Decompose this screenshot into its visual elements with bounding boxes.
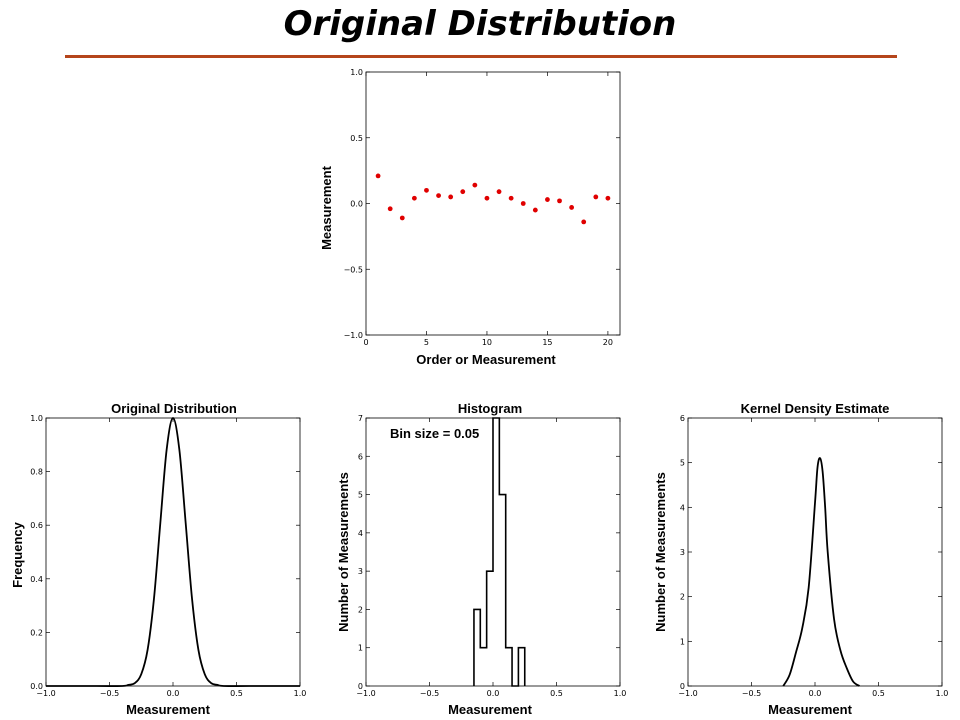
- bin-size-annotation: Bin size = 0.05: [390, 426, 479, 441]
- y-axis-label: Measurement: [319, 165, 334, 249]
- chart-title: Histogram: [458, 401, 522, 416]
- y-tick-label: 7: [358, 414, 363, 423]
- chart-scatter: 0 5 10 15 20 −1.0 −0.5 0.0 0.5 1.0 Order or Measur…: [319, 68, 621, 367]
- scatter-point: [581, 219, 587, 225]
- y-tick-label: 0.0: [30, 682, 43, 691]
- title-divider: [65, 55, 897, 58]
- scatter-point: [424, 187, 429, 193]
- y-tick-label: 4: [358, 529, 363, 538]
- y-tick-label: 5: [358, 491, 363, 500]
- scatter-point: [496, 189, 502, 195]
- x-tick-label: 0.0: [167, 689, 180, 698]
- plot-frame: [45, 417, 301, 687]
- x-tick-label: 1.0: [936, 689, 949, 698]
- x-tick-label: −0.5: [100, 689, 119, 698]
- scatter-point: [436, 193, 441, 199]
- scatter-point: [569, 205, 575, 210]
- y-tick-label: 5: [680, 459, 685, 468]
- plot-frame: [687, 417, 943, 687]
- x-tick-label: −0.5: [420, 689, 439, 698]
- histogram-bin: [518, 648, 524, 686]
- x-tick-label: −1.0: [36, 689, 55, 698]
- x-tick-label: 5: [424, 338, 429, 347]
- scatter-point: [593, 194, 599, 200]
- x-tick-label: −1.0: [678, 689, 697, 698]
- scatter-point: [411, 195, 417, 201]
- y-tick-label: 2: [680, 593, 685, 602]
- y-tick-label: 0.6: [30, 521, 43, 530]
- scatter-point: [472, 182, 478, 188]
- y-tick-label: 1.0: [350, 68, 363, 77]
- y-tick-label: 1.0: [30, 414, 43, 423]
- x-tick-label: 0.0: [487, 689, 500, 698]
- x-tick-label: −0.5: [742, 689, 761, 698]
- x-tick-label: 0.0: [809, 689, 822, 698]
- x-tick-label: 10: [482, 338, 492, 347]
- y-tick-label: 2: [358, 605, 363, 614]
- y-axis-label: Number of Measurements: [336, 472, 351, 632]
- y-tick-label: 6: [680, 414, 685, 423]
- scatter-point: [605, 195, 611, 201]
- plot-frame: [365, 71, 621, 336]
- histogram-bin: [506, 648, 512, 686]
- scatter-point: [557, 198, 562, 204]
- histogram-bin: [499, 495, 505, 686]
- y-tick-label: 0.2: [30, 628, 43, 637]
- y-tick-label: −1.0: [344, 331, 363, 340]
- y-tick-label: 0: [358, 682, 363, 691]
- y-tick-label: 4: [680, 503, 685, 512]
- x-tick-label: 1.0: [614, 689, 627, 698]
- histogram-bin: [487, 571, 493, 686]
- histogram-outline: [473, 417, 526, 687]
- histogram-bin: [493, 418, 499, 686]
- y-axis-label: Frequency: [10, 521, 25, 588]
- x-tick-label: 20: [603, 338, 613, 347]
- x-tick-label: 0.5: [550, 689, 563, 698]
- y-tick-label: 3: [680, 548, 685, 557]
- x-tick-label: −1.0: [356, 689, 375, 698]
- scatter-point: [532, 207, 538, 213]
- scatter-point: [520, 201, 526, 206]
- y-tick-label: 0.0: [350, 200, 363, 209]
- scatter-point: [460, 189, 466, 195]
- chart-kde: −1.0 −0.5 0.0 0.5 1.0 0 1 2 3 4 5 6 Measurement Numbe…: [653, 401, 948, 717]
- y-tick-label: 0: [680, 682, 685, 691]
- y-tick-label: 0.4: [30, 575, 43, 584]
- x-tick-label: 1.0: [294, 689, 307, 698]
- chart-title: Original Distribution: [111, 401, 237, 416]
- chart-histogram: −1.0 −0.5 0.0 0.5 1.0 0 1 2 3 4 5 6 7 Measurement Numb…: [336, 401, 626, 717]
- x-tick-label: 15: [542, 338, 552, 347]
- x-axis-label: Measurement: [768, 702, 852, 717]
- x-axis-label: Measurement: [448, 702, 532, 717]
- x-tick-label: 0.5: [230, 689, 243, 698]
- series-line: [46, 417, 300, 687]
- histogram-bin: [480, 648, 486, 686]
- histogram-bin: [474, 609, 480, 686]
- series-line: [782, 457, 860, 687]
- x-axis-label: Order or Measurement: [416, 352, 556, 367]
- x-tick-label: 0.5: [872, 689, 885, 698]
- x-axis-label: Measurement: [126, 702, 210, 717]
- scatter-point: [545, 197, 550, 202]
- y-tick-label: 6: [358, 452, 363, 461]
- scatter-point: [508, 195, 514, 201]
- scatter-point: [387, 206, 393, 212]
- y-tick-label: −0.5: [344, 265, 363, 274]
- scatter-point: [448, 194, 454, 200]
- y-tick-label: 1: [358, 644, 363, 653]
- y-tick-label: 0.8: [30, 468, 43, 477]
- y-tick-label: 0.5: [350, 134, 363, 143]
- scatter-point: [375, 173, 381, 179]
- y-tick-label: 3: [358, 567, 363, 576]
- x-tick-label: 0: [363, 338, 368, 347]
- slide-title: Original Distribution: [283, 4, 677, 44]
- y-tick-label: 1: [680, 637, 685, 646]
- scatter-point: [399, 215, 405, 221]
- chart-original: −1.0 −0.5 0.0 0.5 1.0 0.0 0.2 0.4 0.6 0.8 1.0 Measu…: [10, 401, 306, 717]
- scatter-point: [484, 195, 490, 201]
- y-axis-label: Number of Measurements: [653, 472, 668, 632]
- chart-title: Kernel Density Estimate: [741, 401, 890, 416]
